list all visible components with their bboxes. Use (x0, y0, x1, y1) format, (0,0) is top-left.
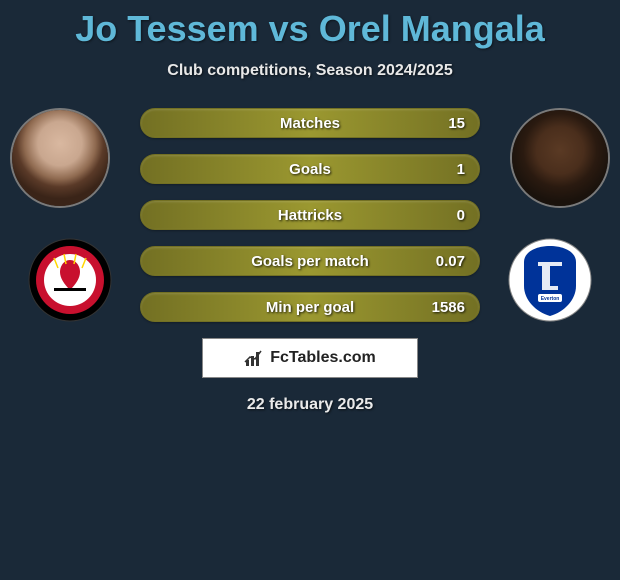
stat-value-right: 0 (457, 207, 465, 224)
bar-chart-icon (244, 348, 264, 368)
date-line: 22 february 2025 (0, 396, 620, 414)
stat-value-right: 1586 (432, 299, 465, 316)
stat-row-matches: Matches 15 (140, 108, 480, 138)
stat-label: Min per goal (266, 299, 354, 316)
comparison-content: Everton Matches 15 Goals 1 Hattricks 0 G… (0, 108, 620, 414)
player-left-face (12, 110, 108, 206)
stat-value-right: 1 (457, 161, 465, 178)
stats-container: Matches 15 Goals 1 Hattricks 0 Goals per… (140, 108, 480, 322)
stat-row-hattricks: Hattricks 0 (140, 200, 480, 230)
brand-text: FcTables.com (270, 349, 376, 367)
stat-row-gpm: Goals per match 0.07 (140, 246, 480, 276)
page-title: Jo Tessem vs Orel Mangala (0, 0, 620, 50)
stat-value-right: 0.07 (436, 253, 465, 270)
svg-text:Everton: Everton (541, 296, 560, 302)
stat-label: Matches (280, 115, 340, 132)
stat-label: Goals per match (251, 253, 369, 270)
stat-row-mpg: Min per goal 1586 (140, 292, 480, 322)
player-right-face (512, 110, 608, 206)
everton-crest-icon: Everton (508, 238, 592, 322)
brand-box: FcTables.com (202, 338, 418, 378)
stat-label: Goals (289, 161, 331, 178)
stat-row-goals: Goals 1 (140, 154, 480, 184)
stat-label: Hattricks (278, 207, 342, 224)
afc-bournemouth-crest-icon (28, 238, 112, 322)
subtitle: Club competitions, Season 2024/2025 (0, 62, 620, 80)
player-left-avatar (10, 108, 110, 208)
player-right-avatar (510, 108, 610, 208)
club-right-badge: Everton (508, 238, 592, 322)
club-left-badge (28, 238, 112, 322)
stat-value-right: 15 (448, 115, 465, 132)
